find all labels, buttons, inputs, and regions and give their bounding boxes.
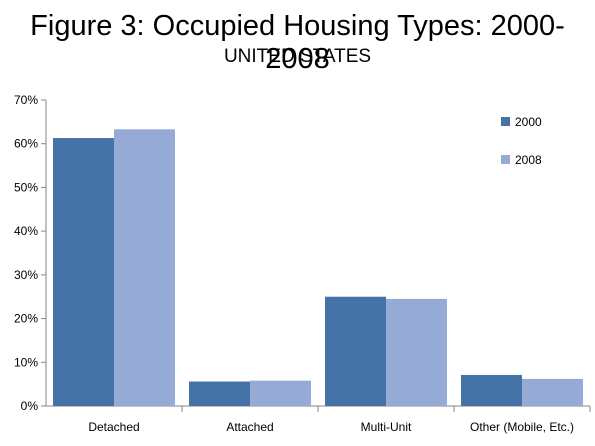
chart-subtitle: UNITED STATES <box>223 46 372 67</box>
bar-2000-other-mobile-etc <box>461 374 522 406</box>
bar-2008-detached <box>114 129 175 406</box>
y-tick-label: 20% <box>14 312 38 326</box>
bar-2008-other-mobile-etc <box>522 378 583 406</box>
y-tick-label: 60% <box>14 137 38 151</box>
y-tick-label: 0% <box>21 399 39 413</box>
y-tick-label: 10% <box>14 355 38 369</box>
x-tick-label: Detached <box>88 420 139 434</box>
legend-label: 2000 <box>515 115 542 129</box>
y-tick-label: 50% <box>14 180 38 194</box>
legend-swatch <box>501 155 510 164</box>
y-tick-label: 70% <box>14 93 38 107</box>
bar-2008-attached <box>250 380 311 406</box>
legend: 2000 2008 <box>501 115 542 167</box>
y-tick-label: 30% <box>14 268 38 282</box>
legend-swatch <box>501 117 510 126</box>
x-tick-label: Other (Mobile, Etc.) <box>470 420 574 434</box>
bar-2008-multi-unit <box>386 298 447 406</box>
x-tick-label: Attached <box>226 420 273 434</box>
y-tick-label: 40% <box>14 224 38 238</box>
bar-2000-detached <box>53 138 114 406</box>
bars <box>53 129 583 406</box>
legend-label: 2008 <box>515 153 542 167</box>
bar-2000-multi-unit <box>325 296 386 406</box>
bar-2000-attached <box>189 381 250 406</box>
axes: 0% 10% 20% 30% 40% 50% 60% 70% Detached Attached M… <box>14 93 591 434</box>
chart-title: Figure 3: Occupied Housing Types: 2000-2… <box>30 10 565 75</box>
x-tick-label: Multi-Unit <box>361 420 412 434</box>
